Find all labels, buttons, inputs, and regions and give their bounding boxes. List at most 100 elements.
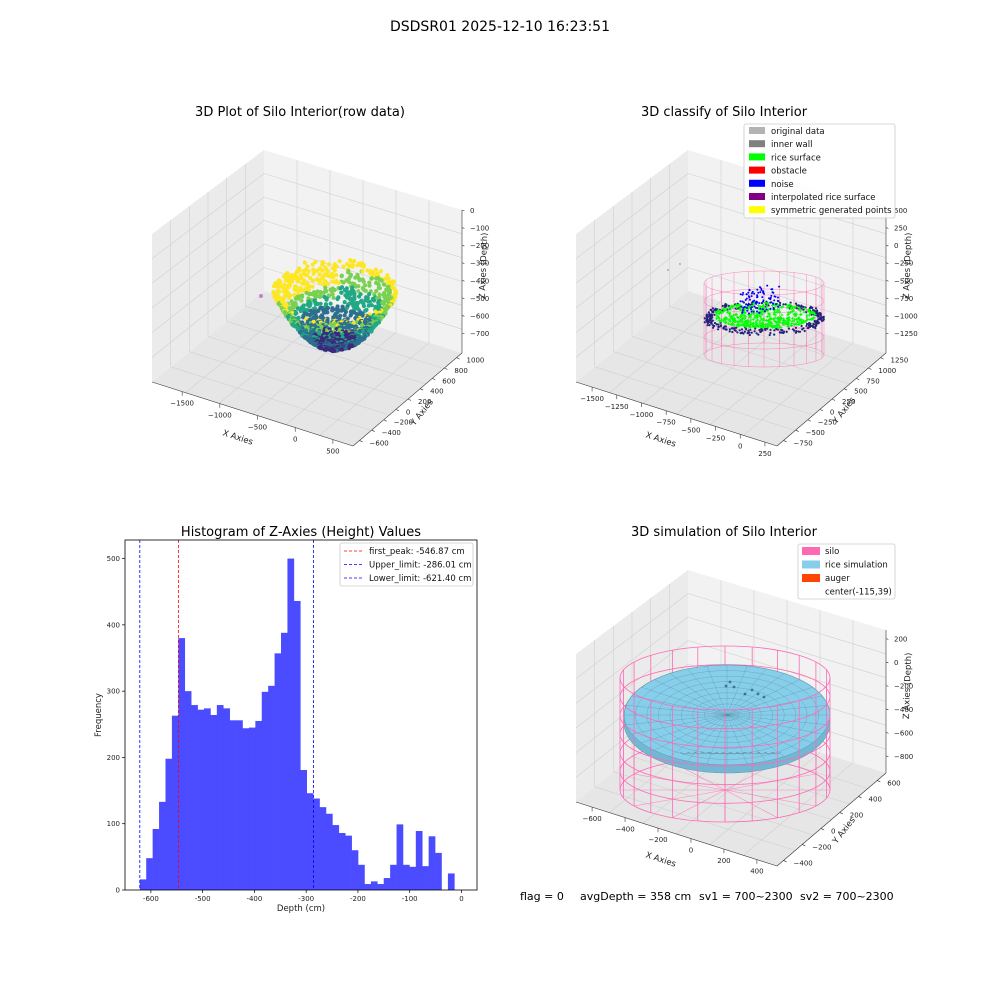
classify-wall-point: [812, 326, 815, 329]
classify-noise-point: [759, 307, 762, 310]
raw-point: [293, 302, 298, 307]
raw-point: [301, 288, 306, 293]
raw-point: [330, 292, 335, 297]
rice-mesh-spoke: [726, 714, 823, 735]
classify-wall-point: [821, 316, 825, 319]
classify-noise-point: [753, 305, 756, 308]
axis-x-line: [151, 381, 354, 447]
rice-mesh-spoke: [687, 668, 728, 716]
classify-wall-point: [806, 327, 810, 330]
silo-floor-spoke: [672, 789, 726, 818]
classify-noise-point: [750, 308, 752, 310]
raw-x-ticks: −1500 −1000 −500 0 500: [170, 391, 340, 456]
classify-surface-point: [797, 323, 800, 326]
simulation-legend-swatch: [802, 547, 820, 555]
raw-point: [330, 308, 335, 313]
classify-surface-point: [736, 315, 739, 319]
simulation-z-tick: 200: [894, 636, 907, 644]
classify-wall-point: [802, 308, 805, 311]
classify-y-tick-mark: [868, 367, 872, 370]
simulation-y-tick-mark: [820, 828, 825, 831]
classify-surface-point: [785, 316, 789, 320]
classify-noise-point: [749, 298, 751, 301]
raw-point: [301, 281, 307, 286]
classify-wall-point: [802, 327, 805, 330]
classify-surface-point: [775, 320, 779, 324]
axis-x-line: [575, 801, 778, 867]
raw-point: [379, 278, 384, 283]
histogram-bar: [345, 835, 352, 890]
classify-surface-point: [725, 307, 728, 310]
raw-point: [307, 312, 313, 318]
classify-wall-point: [712, 326, 715, 329]
classify-surface-point: [732, 323, 736, 327]
rice-mesh-spoke: [625, 714, 728, 725]
classify-wall-point: [805, 324, 808, 328]
simulation-z-tick: −200: [894, 682, 913, 690]
classify-x-tick: 250: [758, 450, 771, 458]
raw-z-tick-mark: [461, 332, 465, 335]
raw-point: [313, 310, 318, 315]
raw-point: [354, 284, 359, 289]
simulation-silo-front: [619, 677, 831, 823]
auger-marker: [732, 685, 736, 689]
classify-noise-point: [759, 291, 762, 294]
raw-y-tick-mark: [444, 367, 448, 370]
classify-surface-point: [718, 311, 722, 315]
histogram-legend-label: Lower_limit: -621.40 cm: [369, 574, 471, 584]
raw-point: [310, 278, 316, 283]
auger-marker: [743, 692, 747, 696]
classify-surface-point: [759, 317, 763, 321]
axis-y-line: [776, 352, 887, 447]
auger-marker: [756, 692, 760, 696]
classify-surface-point: [760, 324, 763, 328]
classify-wall-point: [779, 301, 782, 304]
classify-noise-point: [752, 300, 754, 303]
raw-z-tick-mark: [461, 209, 465, 212]
classify-z-tick-mark: [885, 315, 889, 317]
raw-point: [341, 264, 346, 269]
classify-surface-point: [753, 314, 757, 318]
simulation-z-tick: 0: [894, 659, 898, 667]
classify-wall-point: [725, 304, 728, 308]
classify-surface-point: [766, 323, 770, 327]
classify-surface-point: [806, 318, 810, 321]
histogram-bar: [396, 824, 404, 891]
classify-legend-swatch: [749, 153, 765, 161]
classify-noise-point: [763, 310, 766, 313]
rice-shadow-stroke: [721, 751, 733, 755]
rice-mesh-spoke: [726, 668, 767, 716]
classify-wall-point: [736, 331, 739, 334]
classify-wall-point: [819, 314, 822, 317]
classify-noise-point: [756, 294, 759, 297]
simulation-z-tick: −800: [894, 753, 913, 761]
silo-floor-spoke: [724, 789, 778, 818]
classify-noise-point: [758, 311, 761, 314]
histogram-bar: [216, 705, 224, 890]
classify-surface-point: [771, 304, 774, 307]
classify-surface-point: [745, 321, 748, 325]
classify-noise-point: [741, 293, 744, 296]
raw-z-tick: −500: [470, 295, 489, 303]
raw-point: [344, 306, 349, 311]
classify-x-tick: −500: [681, 427, 700, 435]
classify-noise-point: [761, 308, 764, 311]
classify-wall-point: [707, 320, 710, 323]
classify-surface-point: [722, 307, 726, 311]
classify-y-tick: 1000: [878, 367, 896, 375]
classify-noise-point: [746, 309, 749, 312]
classify-wall-point: [705, 318, 708, 321]
classify-wall-point: [768, 333, 771, 337]
classify-surface-point: [768, 314, 772, 318]
raw-point: [330, 279, 335, 284]
classify-noise-point: [756, 301, 759, 304]
raw-point: [305, 264, 310, 269]
classify-surface-point: [715, 314, 719, 318]
classify-y-tick-mark: [783, 440, 787, 443]
classify-y-tick: −750: [794, 439, 813, 447]
classify-wall-point: [775, 327, 778, 330]
raw-point: [288, 306, 293, 311]
raw-point: [363, 283, 368, 288]
auger-marker: [762, 695, 766, 699]
classify-surface-point: [717, 317, 721, 320]
